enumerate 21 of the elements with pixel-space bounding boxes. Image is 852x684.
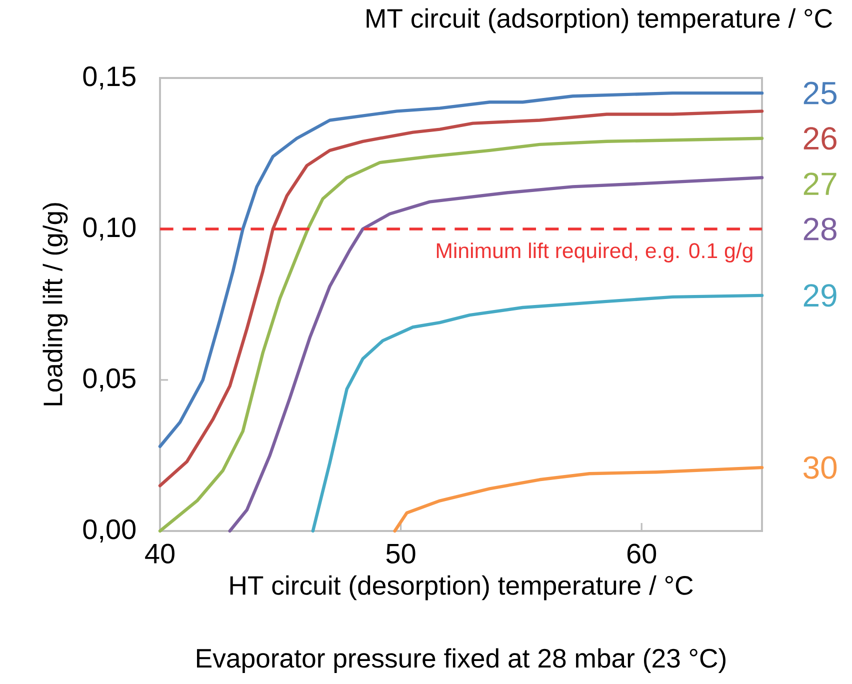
line-series: [393, 466, 764, 533]
line-series: [311, 294, 764, 533]
series-label: 25: [804, 82, 837, 104]
ref-line-label: Minimum lift required, e.g. 0.1 g/g: [436, 242, 752, 262]
x-tick-label: 50: [386, 544, 416, 564]
y-tick-label: 0,05: [83, 368, 136, 392]
line-series: [228, 176, 764, 533]
y-axis-title: Loading lift / (g/g): [42, 203, 68, 406]
x-tick-label: 40: [145, 544, 174, 564]
series-label: 28: [804, 218, 836, 240]
x-axis-title: HT circuit (desorption) temperature / °C: [230, 575, 693, 600]
y-tick-label: 0,15: [83, 66, 136, 90]
series-label: 27: [804, 172, 836, 195]
series-label: 29: [804, 284, 836, 307]
text: Evaporator pressure fixed at 28 mbar (23 °C): [197, 648, 726, 674]
legend-title: MT circuit (adsorption) temperature / °C: [366, 8, 832, 34]
x-tick-label: 60: [627, 544, 656, 564]
series-label: 26: [804, 127, 836, 150]
series-label: 30: [803, 456, 837, 479]
y-tick-label: 0,00: [83, 519, 136, 543]
y-tick-label: 0,10: [83, 217, 136, 241]
